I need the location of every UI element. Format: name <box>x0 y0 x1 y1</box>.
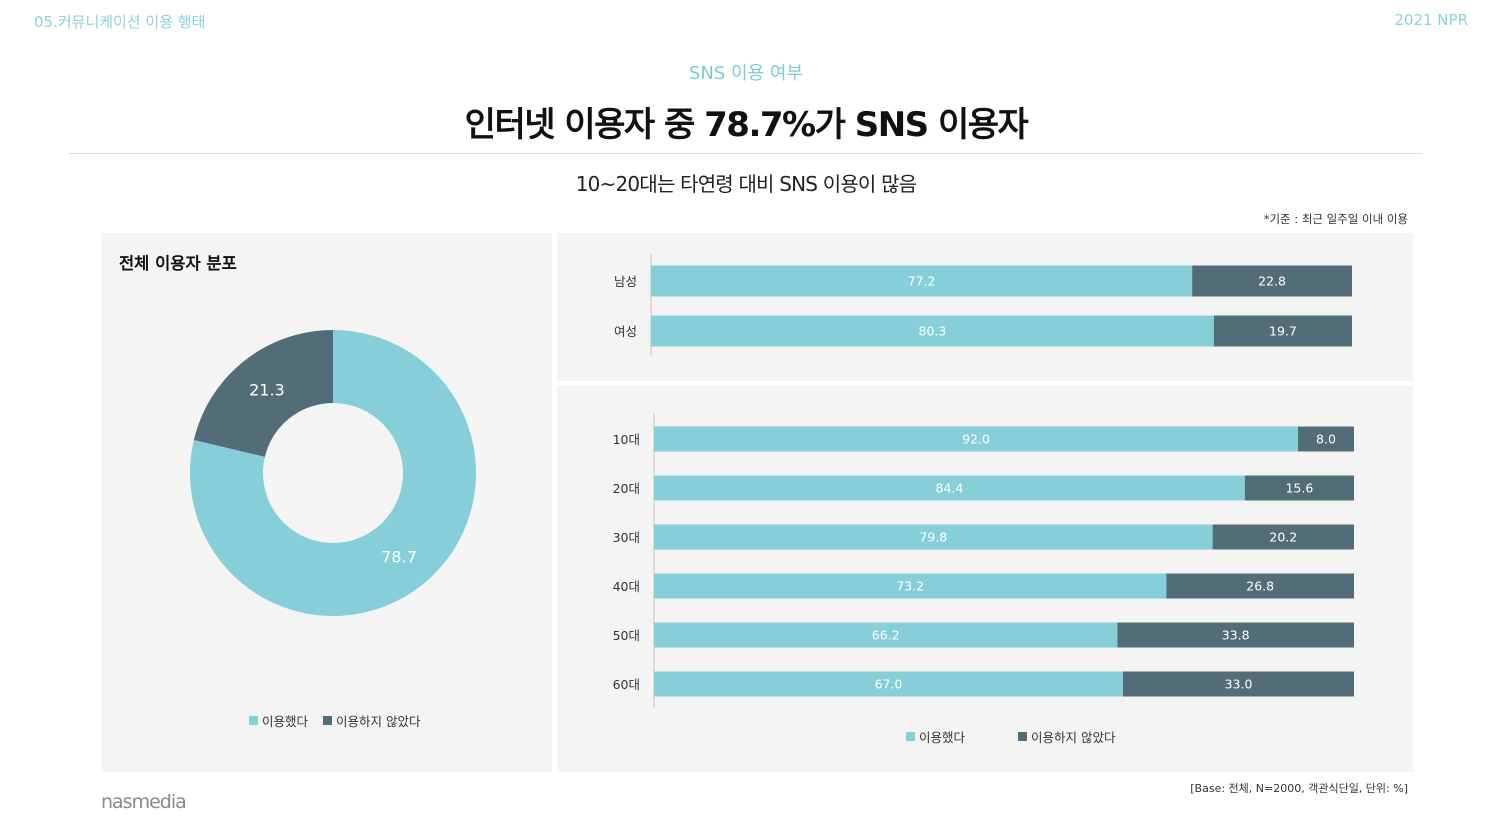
bar-value-label: 67.0 <box>875 677 903 692</box>
category-label: 50대 <box>613 628 640 643</box>
bar-value-label: 84.4 <box>935 481 963 496</box>
legend-used: 이용했다 <box>249 711 308 730</box>
donut-legend: 이용했다 이용하지 않았다 <box>249 711 421 730</box>
bar-used <box>654 475 1245 501</box>
bar-not-used <box>1212 524 1354 550</box>
bar-not-used <box>1117 622 1354 648</box>
bar-value-label: 79.8 <box>919 530 947 545</box>
legend-not-used-swatch <box>1018 732 1028 741</box>
bar-used <box>654 524 1213 550</box>
legend-used-swatch <box>249 716 258 725</box>
legend-used-label: 이용했다 <box>262 714 309 729</box>
bar-value-label: 19.7 <box>1269 324 1297 339</box>
bar-used <box>651 265 1193 297</box>
base-footnote: [Base: 전체, N=2000, 객관식단일, 단위: %] <box>1190 782 1408 795</box>
donut-slice-label: 21.3 <box>249 380 285 399</box>
bar-value-label: 8.0 <box>1316 432 1336 447</box>
bar-used <box>651 315 1214 347</box>
report-year: 2021 NPR <box>1394 11 1468 29</box>
bar-not-used <box>1192 265 1352 297</box>
bar-value-label: 73.2 <box>896 579 924 594</box>
bar-value-label: 77.2 <box>908 274 936 289</box>
bar-value-label: 66.2 <box>872 628 900 643</box>
bar-value-label: 33.0 <box>1225 677 1253 692</box>
bar-not-used <box>1123 671 1354 697</box>
legend-not-used: 이용하지 않았다 <box>323 711 421 730</box>
bar-value-label: 15.6 <box>1285 481 1313 496</box>
topic-kicker: SNS 이용 여부 <box>689 63 803 84</box>
bar-value-label: 22.8 <box>1258 274 1286 289</box>
section-label: 05.커뮤니케이션 이용 행태 <box>34 13 206 31</box>
category-label: 60대 <box>613 677 640 692</box>
bar-not-used <box>1213 315 1352 347</box>
bar-legend: 이용했다 이용하지 않았다 <box>906 727 1116 746</box>
legend-not-used-label: 이용하지 않았다 <box>336 714 421 729</box>
basis-note: *기준 : 최근 일주일 이내 이용 <box>1263 212 1408 226</box>
bar-value-label: 80.3 <box>919 324 947 339</box>
donut-chart: 78.7 21.3 <box>189 330 477 617</box>
donut-slice <box>189 330 477 617</box>
legend-not-used-label: 이용하지 않았다 <box>1031 730 1116 745</box>
category-label: 20대 <box>613 481 640 496</box>
bar-value-label: 92.0 <box>962 432 990 447</box>
bar-value-label: 20.2 <box>1269 530 1297 545</box>
legend-not-used: 이용하지 않았다 <box>1018 727 1116 746</box>
category-label: 30대 <box>613 530 640 545</box>
bar-used <box>654 426 1298 452</box>
donut-slice-label: 78.7 <box>381 548 417 567</box>
brand-logo: nasmedia <box>101 791 187 813</box>
category-label: 10대 <box>613 432 640 447</box>
bar-value-label: 26.8 <box>1246 579 1274 594</box>
bar-not-used <box>1166 573 1354 599</box>
legend-not-used-swatch <box>323 716 333 725</box>
page-subtitle: 10~20대는 타연령 대비 SNS 이용이 많음 <box>575 172 917 196</box>
page-title: 인터넷 이용자 중 78.7%가 SNS 이용자 <box>464 105 1029 145</box>
title-divider <box>68 153 1422 154</box>
overall-panel <box>101 233 552 772</box>
donut-chart-title: 전체 이용자 분포 <box>119 254 237 273</box>
bar-used <box>654 622 1118 648</box>
gender-panel <box>557 233 1413 381</box>
legend-used-swatch <box>906 732 915 741</box>
legend-used-label: 이용했다 <box>919 730 966 745</box>
category-label: 남성 <box>614 274 637 289</box>
bar-not-used <box>1298 426 1354 452</box>
category-label: 여성 <box>614 324 637 339</box>
bar-used <box>654 573 1167 599</box>
legend-used: 이용했다 <box>906 727 965 746</box>
bar-used <box>654 671 1123 697</box>
category-label: 40대 <box>613 579 640 594</box>
age-bar-chart: 10대 92.0 8.0 20대 84.4 15.6 30대 79.8 20.2 40대 73.2 2… <box>613 413 1354 708</box>
bar-not-used <box>1244 475 1354 501</box>
gender-bar-chart: 남성 77.2 22.8 여성 80.3 19.7 <box>614 254 1352 356</box>
bar-value-label: 33.8 <box>1222 628 1250 643</box>
donut-slice <box>193 330 333 457</box>
